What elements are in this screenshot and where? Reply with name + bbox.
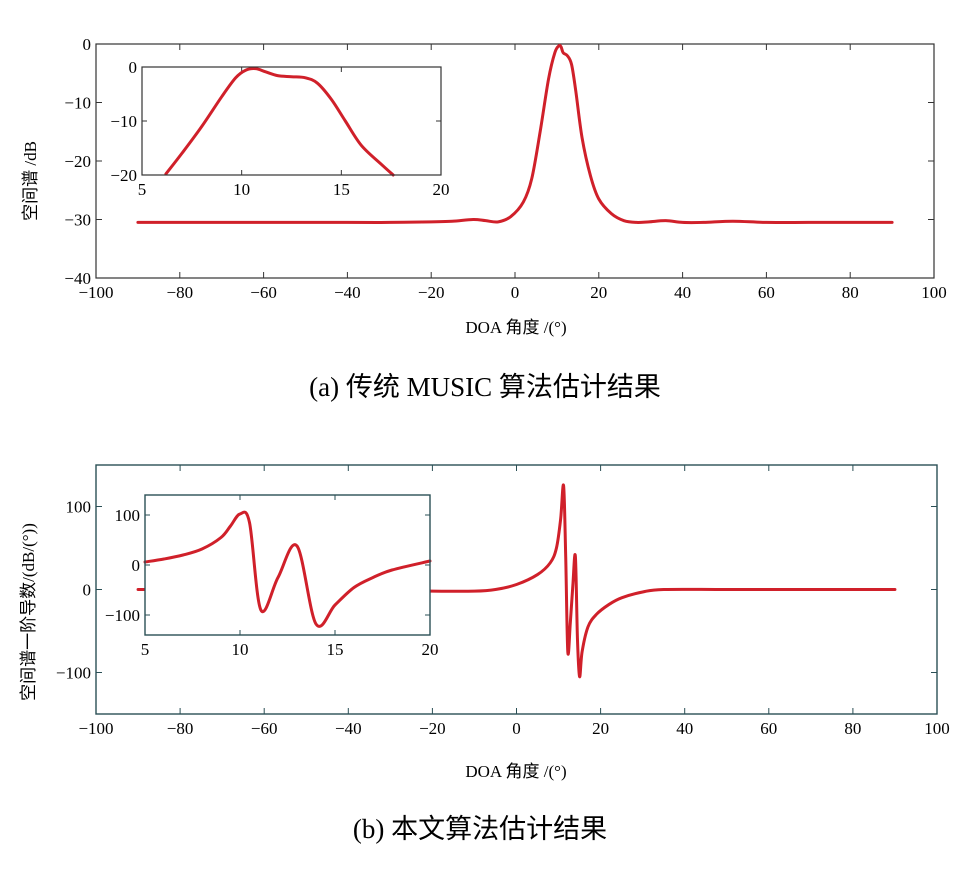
- b-main-x-tick-label-1: −80: [167, 719, 194, 738]
- a-inset-y-tick-label-2: −20: [110, 166, 137, 185]
- inset-axis-ticks-b: 5 10 15 20 100 0 −100: [105, 495, 439, 659]
- a-main-y-tick-label-2: −20: [64, 152, 91, 171]
- inset-background-a: [142, 67, 441, 175]
- inset-axis-ticks-a: 5 10 15 20 0 −10 −20: [110, 58, 449, 199]
- a-inset-series-line: [164, 67, 395, 177]
- inset-frame-a: [141, 66, 442, 176]
- a-main-y-tick-label-4: −40: [64, 269, 91, 288]
- a-main-x-tick-label-0: −100: [78, 283, 113, 302]
- y-axis-label-a: 空间谱 /dB: [21, 141, 40, 221]
- a-main-y-tick-label-0: 0: [83, 35, 92, 54]
- inset-background-b: [145, 495, 430, 635]
- b-main-x-tick-label-0: −100: [78, 719, 113, 738]
- b-main-series-line: [136, 483, 897, 679]
- a-main-x-tick-label-5: 0: [511, 283, 520, 302]
- b-main-y-tick-label-0: 100: [66, 497, 92, 516]
- b-main-x-tick-label-9: 80: [844, 719, 861, 738]
- b-main-x-tick-label-4: −20: [419, 719, 446, 738]
- a-inset-y-tick-label-0: 0: [129, 58, 138, 77]
- b-inset-x-tick-label-0: 5: [141, 640, 150, 659]
- b-inset-y-tick-label-1: 0: [132, 556, 141, 575]
- b-main-x-tick-label-5: 0: [512, 719, 521, 738]
- a-main-x-tick-label-6: 20: [590, 283, 607, 302]
- a-main-x-tick-label-9: 80: [842, 283, 859, 302]
- a-main-x-tick-label-8: 60: [758, 283, 775, 302]
- a-main-x-tick-label-4: −20: [418, 283, 445, 302]
- b-main-y-tick-label-1: 0: [83, 580, 92, 599]
- b-inset-x-tick-label-1: 10: [232, 640, 249, 659]
- panel-a: −100 −80 −60 −40 −20 0 20 40 60 80 1000−10−20−30−4…: [21, 35, 947, 402]
- y-axis-label-b: 空间谱一阶导数/(dB/(°)): [19, 523, 38, 701]
- b-inset-series-line: [143, 510, 432, 628]
- main-series-b: [136, 483, 897, 679]
- a-main-x-tick-label-7: 40: [674, 283, 691, 302]
- b-inset-x-tick-label-3: 20: [422, 640, 439, 659]
- a-main-y-tick-label-1: −10: [64, 93, 91, 112]
- b-inset-x-tick-label-2: 15: [327, 640, 344, 659]
- b-main-x-tick-label-8: 60: [760, 719, 777, 738]
- a-inset-x-tick-label-2: 15: [333, 180, 350, 199]
- a-main-x-tick-label-2: −60: [250, 283, 277, 302]
- x-axis-label-b: DOA 角度 /(°): [465, 762, 566, 781]
- a-main-x-tick-label-10: 100: [921, 283, 947, 302]
- b-main-x-tick-label-10: 100: [924, 719, 950, 738]
- a-inset-x-tick-label-0: 5: [138, 180, 147, 199]
- a-inset-x-tick-label-1: 10: [233, 180, 250, 199]
- a-inset-x-tick-label-3: 20: [433, 180, 450, 199]
- inset-series-b: [143, 510, 432, 628]
- caption-b: (b) 本文算法估计结果: [353, 814, 607, 844]
- a-main-x-tick-label-3: −40: [334, 283, 361, 302]
- b-main-y-tick-label-2: −100: [56, 663, 91, 682]
- b-main-x-tick-label-2: −60: [251, 719, 278, 738]
- main-series-a: [136, 43, 894, 225]
- a-inset-y-tick-label-1: −10: [110, 112, 137, 131]
- inset-series-a: [164, 67, 395, 177]
- b-inset-y-tick-label-0: 100: [115, 506, 141, 525]
- main-axis-ticks-a: −100 −80 −60 −40 −20 0 20 40 60 80 1000−10−20−30−4…: [64, 35, 946, 302]
- caption-a: (a) 传统 MUSIC 算法估计结果: [309, 372, 661, 402]
- a-main-series-line: [136, 43, 894, 225]
- x-axis-label-a: DOA 角度 /(°): [465, 318, 566, 337]
- b-main-x-tick-label-7: 40: [676, 719, 693, 738]
- a-main-y-tick-label-3: −30: [64, 210, 91, 229]
- b-main-x-tick-label-6: 20: [592, 719, 609, 738]
- inset-frame-b: [144, 494, 431, 636]
- a-main-x-tick-label-1: −80: [167, 283, 194, 302]
- b-main-x-tick-label-3: −40: [335, 719, 362, 738]
- b-inset-y-tick-label-2: −100: [105, 606, 140, 625]
